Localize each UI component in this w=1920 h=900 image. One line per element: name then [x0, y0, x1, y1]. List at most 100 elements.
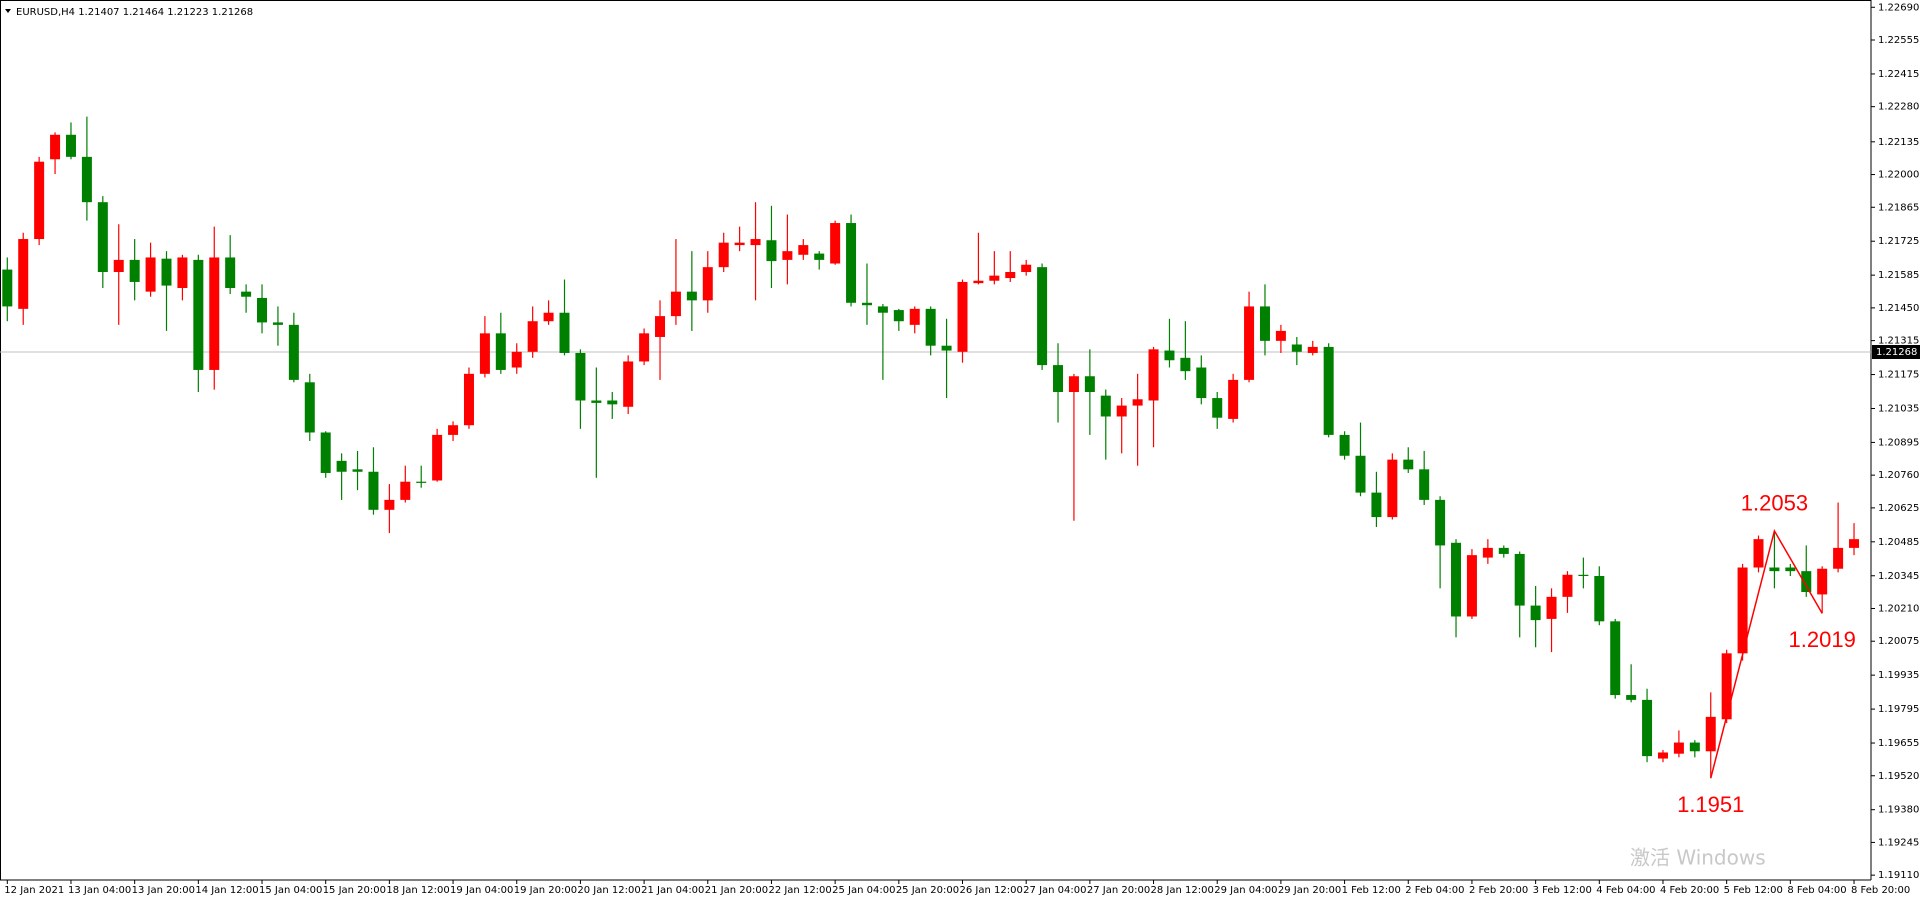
y-tick-label: 1.21315 [1878, 336, 1919, 347]
candle-body [989, 275, 1000, 281]
x-tick-label: 27 Jan 04:00 [1023, 885, 1086, 896]
candle-body [1530, 605, 1541, 621]
current-price-box [1872, 345, 1920, 359]
x-tick-label: 15 Jan 20:00 [323, 885, 386, 896]
y-tick-label: 1.21450 [1878, 303, 1919, 314]
candle-body [1642, 699, 1653, 757]
candle-body [1849, 539, 1860, 548]
candle-body [1228, 379, 1239, 419]
candle-body [448, 425, 459, 435]
x-tick-label: 8 Feb 04:00 [1787, 885, 1846, 896]
x-tick-label: 29 Jan 04:00 [1214, 885, 1277, 896]
candle-body [941, 345, 952, 351]
candle-body [527, 321, 538, 352]
candle-body [432, 434, 443, 481]
candle-body [1626, 695, 1637, 700]
y-tick-label: 1.21865 [1878, 202, 1919, 213]
candle-body [1594, 576, 1605, 622]
y-tick-label: 1.21035 [1878, 403, 1919, 414]
candle-body [34, 161, 45, 240]
candle-body [1482, 547, 1493, 558]
candle-body [1753, 539, 1764, 568]
candle-body [1259, 306, 1270, 341]
x-tick-label: 2 Feb 04:00 [1405, 885, 1464, 896]
candle-body [1307, 346, 1318, 353]
candle-body [750, 239, 761, 246]
candle-body [193, 259, 204, 370]
candle-body [368, 471, 379, 510]
candle-body [495, 333, 506, 370]
candle-body [670, 291, 681, 317]
candle-body [877, 306, 888, 313]
x-tick-label: 18 Jan 12:00 [386, 885, 449, 896]
candle-body [1562, 574, 1573, 597]
candle-body [1148, 349, 1159, 401]
candle-body [1403, 459, 1414, 470]
candle-body [846, 223, 857, 303]
candle-body [798, 245, 809, 255]
candle-body [1578, 574, 1589, 576]
candle-body [1005, 272, 1016, 279]
zigzag-line [1710, 528, 1823, 779]
candle-body [145, 257, 156, 292]
candle-body [543, 312, 554, 322]
candle-body [607, 400, 618, 405]
zigzag-label: 1.2019 [1789, 627, 1856, 652]
candle-body [257, 297, 268, 323]
candle-body [782, 251, 793, 260]
candle-body [352, 469, 363, 472]
candle-body [1451, 542, 1462, 617]
candle-body [384, 499, 395, 510]
y-tick-label: 1.21585 [1878, 270, 1919, 281]
candle-body [50, 134, 61, 160]
y-tick-label: 1.22000 [1878, 170, 1919, 181]
candle-body [1387, 459, 1398, 518]
symbol-menu-arrow[interactable] [5, 9, 11, 13]
candle-body [1116, 405, 1127, 417]
candle-body [1355, 455, 1366, 493]
candle-body [686, 291, 697, 301]
candle-body [973, 280, 984, 284]
candle-body [161, 258, 172, 286]
x-tick-label: 1 Feb 12:00 [1342, 885, 1401, 896]
candle-body [1100, 395, 1111, 417]
candle-body [1180, 357, 1191, 372]
y-tick-label: 1.19655 [1878, 738, 1919, 749]
candle-body [1817, 568, 1828, 595]
candle-body [1084, 376, 1095, 392]
candle-body [655, 316, 666, 337]
y-tick-label: 1.20760 [1878, 470, 1919, 481]
candle-body [559, 312, 570, 353]
y-tick-label: 1.19380 [1878, 805, 1919, 816]
y-tick-label: 1.20075 [1878, 636, 1919, 647]
zigzag-label: 1.2053 [1741, 491, 1808, 516]
x-tick-label: 4 Feb 04:00 [1596, 885, 1655, 896]
candle-body [1212, 398, 1223, 418]
x-tick-label: 22 Jan 12:00 [768, 885, 831, 896]
y-tick-label: 1.22280 [1878, 102, 1919, 113]
candle-body [304, 382, 315, 433]
y-tick-label: 1.22415 [1878, 69, 1919, 80]
candle-body [1721, 653, 1732, 720]
candle-body [1689, 742, 1700, 752]
candle-body [861, 302, 872, 306]
candle-body [1769, 567, 1780, 572]
x-tick-label: 19 Jan 04:00 [450, 885, 513, 896]
candle-body [734, 242, 745, 246]
x-tick-label: 14 Jan 12:00 [195, 885, 258, 896]
x-tick-label: 28 Jan 12:00 [1151, 885, 1214, 896]
candle-body [1514, 553, 1525, 606]
candle-body [1801, 571, 1812, 592]
candle-body [1164, 350, 1175, 361]
y-tick-label: 1.22690 [1878, 2, 1919, 13]
y-tick-label: 1.20895 [1878, 437, 1919, 448]
candle-body [1610, 621, 1621, 696]
candle-body [479, 333, 490, 374]
candle-body [463, 373, 474, 426]
candle-body [129, 259, 140, 282]
x-tick-label: 2 Feb 20:00 [1469, 885, 1528, 896]
current-price-label: 1.21268 [1876, 347, 1917, 358]
candle-body [766, 240, 777, 262]
candle-body [1498, 547, 1509, 554]
